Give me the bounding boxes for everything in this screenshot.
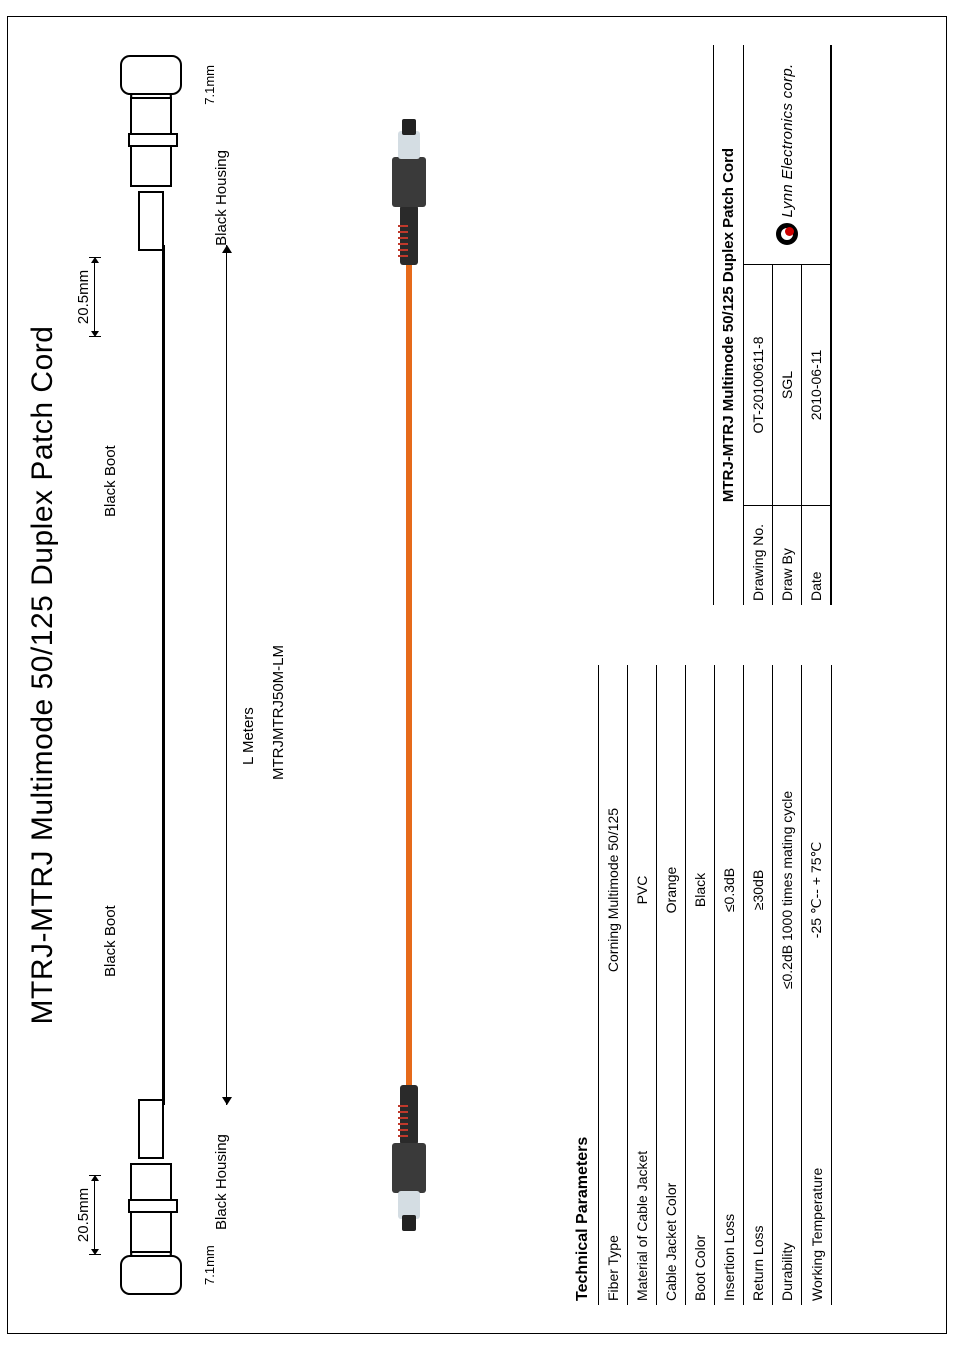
dim-71-right: 7.1mm [202,65,217,105]
param-label: Boot Color [686,1115,715,1305]
param-label: Insertion Loss [715,1115,744,1305]
tech-header: Technical Parameters [568,665,599,1305]
dim-top-left: 20.5mm [86,1175,92,1255]
dim-71-left: 7.1mm [202,1245,217,1285]
date-value: 2010-06-11 [802,265,830,505]
draw-by: SGL [773,265,801,505]
param-value: PVC [628,665,657,1115]
param-label: Cable Jacket Color [657,1115,686,1305]
photo-connector-left [388,1085,430,1225]
company-logo: Lynn Electronics corp. [776,64,798,246]
drawing-no-label: Drawing No. [744,505,772,605]
product-photo [358,125,458,1225]
company-name: Lynn Electronics corp. [779,64,796,218]
param-value: ≥30dB [744,665,773,1115]
param-value: Black [686,665,715,1115]
param-label: Working Temperature [802,1115,832,1305]
table-row: Cable Jacket ColorOrange [657,665,686,1305]
cable-line [162,245,165,1105]
param-value: Corning Multimode 50/125 [599,665,628,1115]
part-number: MTRJMTRJ50M-LM [270,645,287,780]
page: MTRJ-MTRJ Multimode 50/125 Duplex Patch … [7,16,947,1334]
table-row: Fiber TypeCorning Multimode 50/125 [599,665,628,1305]
param-label: Fiber Type [599,1115,628,1305]
table-row: Working Temperature-25 ℃-- + 75℃ [802,665,832,1305]
table-row: Boot ColorBlack [686,665,715,1305]
length-arrow [226,245,227,1105]
param-value: Orange [657,665,686,1115]
draw-by-label: Draw By [773,505,801,605]
page-title: MTRJ-MTRJ Multimode 50/125 Duplex Patch … [26,45,60,1305]
table-row: Insertion Loss≤0.3dB [715,665,744,1305]
param-label: Durability [773,1115,802,1305]
photo-cable [406,205,412,1145]
param-label: Material of Cable Jacket [628,1115,657,1305]
logo-icon [776,223,798,245]
label-housing-right: Black Housing [213,150,230,246]
length-label: L Meters [240,707,257,765]
diagram: 20.5mm 20.5mm Black Boot Black Boot Bla [78,45,328,1305]
drawing-no: OT-20100611-8 [744,265,772,505]
date-label: Date [802,505,830,605]
table-row: Material of Cable JacketPVC [628,665,657,1305]
param-value: ≤0.3dB [715,665,744,1115]
param-value: -25 ℃-- + 75℃ [802,665,832,1115]
technical-parameters-table: Technical Parameters Fiber TypeCorning M… [568,665,832,1305]
label-boot-right: Black Boot [102,445,119,517]
label-boot-left: Black Boot [102,905,119,977]
table-row: Return Loss≥30dB [744,665,773,1305]
table-row: Durability≤0.2dB 1000 times mating cycle [773,665,802,1305]
param-label: Return Loss [744,1115,773,1305]
meta-title: MTRJ-MTRJ Multimode 50/125 Duplex Patch … [713,45,744,605]
dim-top-right: 20.5mm [86,257,92,337]
param-value: ≤0.2dB 1000 times mating cycle [773,665,802,1115]
label-housing-left: Black Housing [213,1134,230,1230]
bottom-section: Technical Parameters Fiber TypeCorning M… [568,45,832,1305]
meta-table: MTRJ-MTRJ Multimode 50/125 Duplex Patch … [713,45,832,605]
photo-connector-right [388,125,430,265]
